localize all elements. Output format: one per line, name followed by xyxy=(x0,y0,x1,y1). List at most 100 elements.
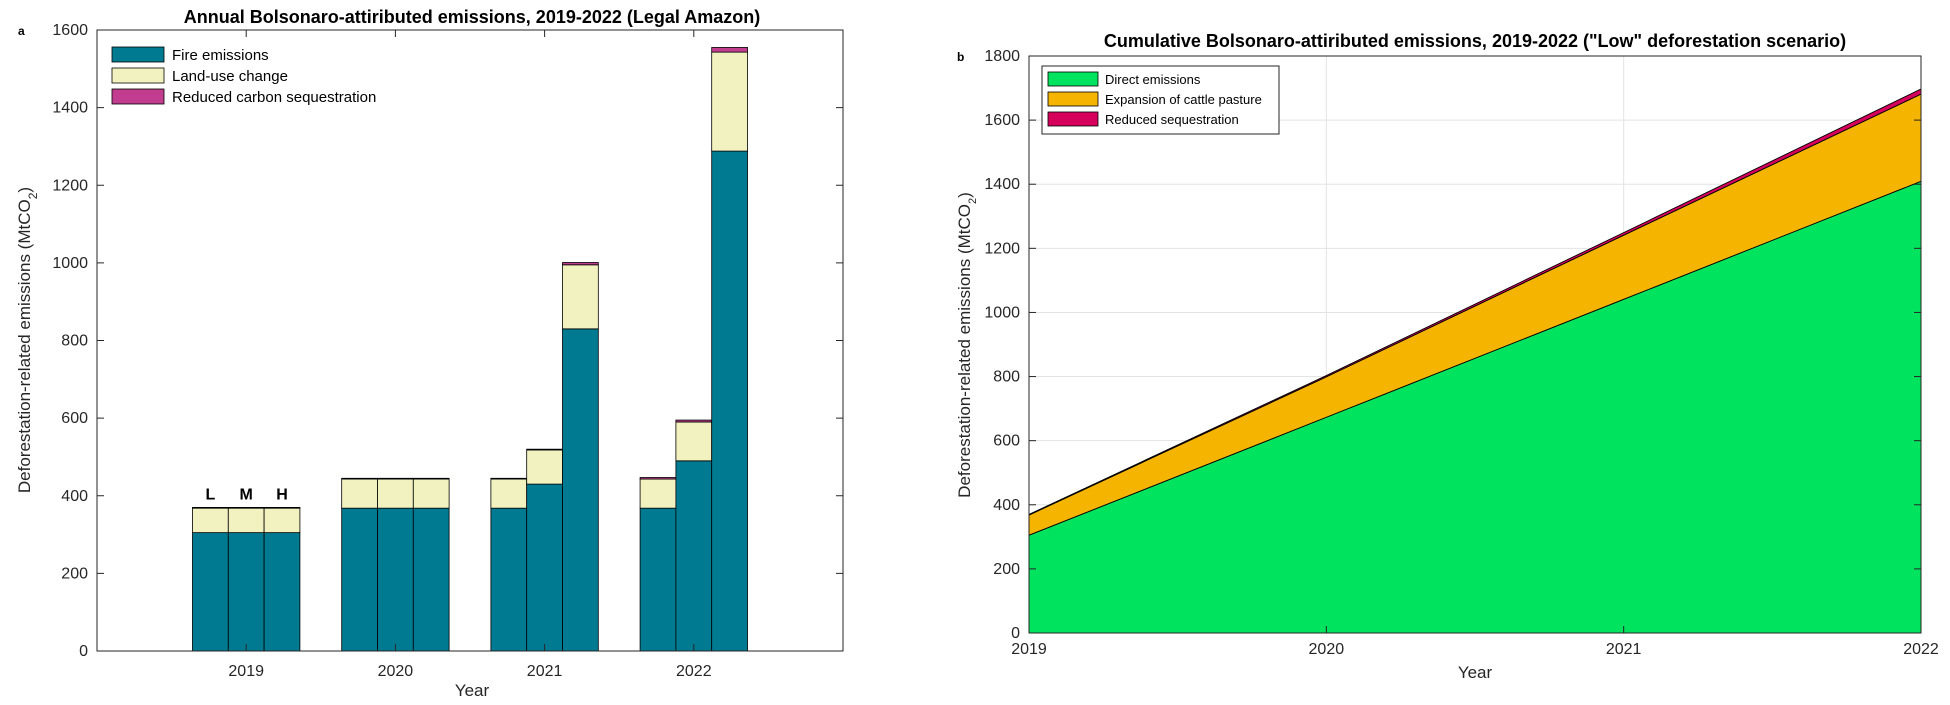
panel-label-a: a xyxy=(18,24,25,38)
legend-swatch-direct-emissions xyxy=(1047,71,1099,87)
chart-b-y-ticks: 0 200 400 600 800 1000 1200 1400 1600 1800 xyxy=(984,48,1921,642)
chart-b-ylabel-close: ) xyxy=(955,192,974,198)
chart-b-xtick-label: 2020 xyxy=(1309,641,1345,658)
bar-reduced-carbon-sequestration-2021-H xyxy=(562,262,599,266)
chart-a-ytick-label: 1000 xyxy=(52,255,88,272)
chart-a-bars xyxy=(192,47,748,652)
chart-b-ytick-label: 600 xyxy=(993,433,1020,450)
bar-reduced-carbon-sequestration-2022-M xyxy=(675,419,713,423)
chart-b-ylabel-sub: 2 xyxy=(967,198,979,204)
annotation-h: H xyxy=(276,486,288,503)
chart-a-ytick-label: 1400 xyxy=(52,100,88,117)
panel-label-b: b xyxy=(957,50,964,64)
chart-a-xtick-label: 2020 xyxy=(378,663,414,680)
legend-label-fire-emissions: Fire emissions xyxy=(172,47,269,64)
bar-fire-emissions-2020-H xyxy=(412,507,450,652)
legend-label-expansion-of-cattle-pasture: Expansion of cattle pasture xyxy=(1105,92,1262,107)
legend-label-direct-emissions: Direct emissions xyxy=(1105,72,1201,87)
bar-fire-emissions-2021-M xyxy=(526,483,563,652)
annotation-m: M xyxy=(240,486,253,503)
bar-land-use-change-2020-H xyxy=(412,478,450,509)
legend-swatch-reduced-sequestration xyxy=(1047,111,1099,127)
chart-a-xtick-label: 2022 xyxy=(676,663,712,680)
chart-b-xtick-label: 2021 xyxy=(1606,641,1642,658)
bar-fire-emissions-2019-L xyxy=(192,532,229,652)
bar-land-use-change-2021-H xyxy=(562,264,599,330)
chart-a-y-ticks: 0 200 400 600 800 1000 1200 1400 1600 xyxy=(52,22,843,660)
legend-swatch-expansion-of-cattle-pasture xyxy=(1047,91,1099,107)
bar-land-use-change-2022-H xyxy=(711,51,748,152)
bar-land-use-change-2022-L xyxy=(639,478,677,509)
bar-reduced-carbon-sequestration-2020-M xyxy=(377,477,414,480)
chart-a-ytick-label: 0 xyxy=(79,643,88,660)
bar-reduced-carbon-sequestration-2020-H xyxy=(412,477,450,480)
chart-a-xtick-label: 2019 xyxy=(228,663,264,680)
legend-swatch-reduced-carbon-sequestration xyxy=(111,88,165,105)
bar-land-use-change-2022-M xyxy=(675,421,713,462)
chart-a-x-ticks: 2019 2020 2021 2022 xyxy=(228,30,712,680)
bar-reduced-carbon-sequestration-2019-L xyxy=(192,506,229,509)
chart-a-xlabel: Year xyxy=(455,681,490,700)
legend-label-land-use-change: Land-use change xyxy=(172,68,288,85)
chart-a-legend: Fire emissions Land-use change Reduced car… xyxy=(108,40,408,113)
bar-fire-emissions-2019-H xyxy=(263,532,301,652)
chart-a-ytick-label: 200 xyxy=(61,565,88,582)
legend-swatch-land-use-change xyxy=(111,67,165,84)
legend-label-reduced-sequestration: Reduced sequestration xyxy=(1105,112,1239,127)
chart-b-ytick-label: 400 xyxy=(993,497,1020,514)
bar-fire-emissions-2022-M xyxy=(675,460,713,652)
chart-a-ylabel: Deforestation-related emissions (MtCO2) xyxy=(15,187,40,493)
chart-a: a Annual Bolsonaro-attiributed emissions… xyxy=(15,7,844,700)
chart-b: b Cumulative Bolsonaro-attiributed emiss… xyxy=(955,31,1939,682)
bar-fire-emissions-2020-L xyxy=(341,507,378,652)
chart-b-ytick-label: 800 xyxy=(993,369,1020,386)
bar-land-use-change-2021-L xyxy=(490,478,528,509)
chart-b-legend: Direct emissions Expansion of cattle past… xyxy=(1041,65,1280,135)
chart-b-ylabel: Deforestation-related emissions (MtCO2) xyxy=(955,192,979,498)
chart-a-ytick-label: 800 xyxy=(61,333,88,350)
bar-reduced-carbon-sequestration-2021-L xyxy=(490,477,528,480)
chart-a-title: Annual Bolsonaro-attiributed emissions, … xyxy=(184,7,760,27)
bar-fire-emissions-2019-M xyxy=(227,532,265,652)
chart-a-ytick-label: 1200 xyxy=(52,177,88,194)
chart-b-axes-box xyxy=(1028,55,1922,634)
bar-reduced-carbon-sequestration-2020-L xyxy=(341,477,378,480)
legend-swatch-fire-emissions xyxy=(111,46,165,63)
chart-a-ylabel-sub: 2 xyxy=(26,192,40,199)
chart-b-ytick-label: 1600 xyxy=(984,112,1020,129)
chart-b-ytick-label: 200 xyxy=(993,561,1020,578)
bar-fire-emissions-2020-M xyxy=(377,507,414,652)
bar-land-use-change-2020-L xyxy=(341,478,378,509)
chart-b-ytick-label: 1400 xyxy=(984,176,1020,193)
chart-b-xlabel: Year xyxy=(1458,663,1493,682)
bar-land-use-change-2019-H xyxy=(263,507,301,534)
chart-b-xtick-label: 2019 xyxy=(1011,641,1047,658)
bar-reduced-carbon-sequestration-2021-M xyxy=(526,448,563,451)
bar-land-use-change-2019-M xyxy=(227,507,265,534)
chart-a-ytick-label: 400 xyxy=(61,488,88,505)
chart-a-ytick-label: 600 xyxy=(61,410,88,427)
chart-a-ylabel-close: ) xyxy=(15,187,34,193)
chart-b-ytick-label: 1800 xyxy=(984,48,1020,65)
bar-land-use-change-2019-L xyxy=(192,507,229,534)
chart-b-ylabel-main: Deforestation-related emissions (MtCO xyxy=(955,204,974,498)
chart-a-ytick-label: 1600 xyxy=(52,22,88,39)
chart-b-xtick-label: 2022 xyxy=(1903,641,1939,658)
chart-b-areas xyxy=(1028,88,1922,634)
bar-fire-emissions-2021-L xyxy=(490,507,528,652)
bar-land-use-change-2020-M xyxy=(377,478,414,509)
bar-fire-emissions-2022-L xyxy=(639,507,677,652)
annotation-l: L xyxy=(206,486,216,503)
chart-a-xtick-label: 2021 xyxy=(527,663,563,680)
chart-b-ytick-label: 0 xyxy=(1011,625,1020,642)
chart-b-x-ticks: 2019 2020 2021 2022 xyxy=(1011,626,1939,658)
chart-a-ylabel-main: Deforestation-related emissions (MtCO xyxy=(15,199,34,493)
bar-reduced-carbon-sequestration-2022-H xyxy=(711,47,748,53)
chart-b-title: Cumulative Bolsonaro-attiributed emissio… xyxy=(1104,31,1846,51)
chart-b-ytick-label: 1200 xyxy=(984,240,1020,257)
bar-fire-emissions-2022-H xyxy=(711,150,748,652)
chart-b-ytick-label: 1000 xyxy=(984,304,1020,321)
bar-reduced-carbon-sequestration-2019-H xyxy=(263,506,301,509)
